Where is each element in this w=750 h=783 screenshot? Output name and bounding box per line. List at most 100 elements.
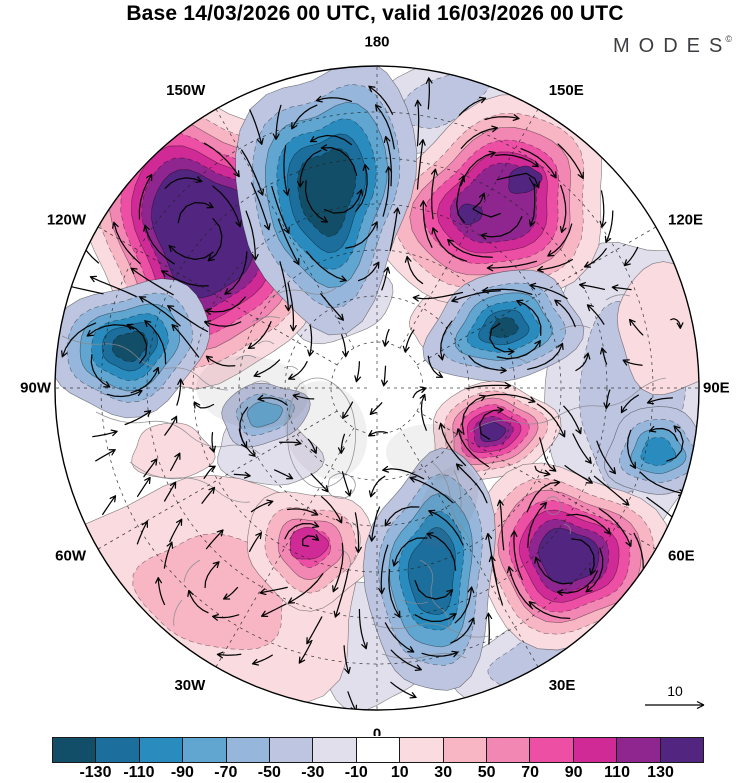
wind-arrow xyxy=(309,134,352,146)
colorbar-cell xyxy=(487,738,531,762)
coastline xyxy=(173,559,201,627)
wind-arrow xyxy=(247,321,272,350)
wind-arrow xyxy=(211,613,240,621)
lon-label-60E: 60E xyxy=(668,548,695,565)
wind-arrow xyxy=(402,329,415,353)
wind-arrow xyxy=(451,290,501,303)
wind-arrow xyxy=(233,471,251,479)
wind-arrow xyxy=(368,475,386,498)
wind-arrow xyxy=(341,334,350,358)
wind-arrow xyxy=(253,359,281,378)
wind-arrow xyxy=(167,305,209,333)
wind-arrow xyxy=(430,168,438,220)
wind-arrow xyxy=(666,425,684,462)
wind-arrow xyxy=(287,282,297,332)
wind-arrow xyxy=(345,221,378,249)
wind-arrow-layer xyxy=(55,77,686,710)
wind-arrow xyxy=(431,227,468,262)
wind-arrow xyxy=(458,96,487,116)
colorbar-cell xyxy=(53,738,97,762)
wind-arrow xyxy=(390,681,417,699)
wind-arrow xyxy=(187,589,209,614)
wind-arrow xyxy=(354,361,362,383)
wind-arrow xyxy=(604,210,614,243)
wind-arrow xyxy=(298,641,313,664)
wind-arrow xyxy=(245,210,259,261)
wind-arrow xyxy=(384,506,420,527)
wind-arrow xyxy=(455,463,488,504)
wind-arrow xyxy=(485,612,493,645)
lon-label-0: 0 xyxy=(373,726,381,737)
wind-arrow xyxy=(203,320,242,327)
wind-arrow xyxy=(168,245,214,261)
wind-arrow xyxy=(461,394,487,436)
colorbar-tick: -10 xyxy=(344,764,368,781)
wind-arrow xyxy=(216,651,242,659)
wind-arrow xyxy=(163,541,174,569)
wind-arrow xyxy=(564,464,593,484)
wind-arrow xyxy=(583,248,607,268)
lon-label-90E: 90E xyxy=(703,380,730,397)
wind-arrow xyxy=(342,401,354,420)
lon-label-120E: 120E xyxy=(668,212,703,229)
wind-arrow xyxy=(205,529,224,550)
wind-arrow xyxy=(539,437,557,472)
lon-label-180: 180 xyxy=(364,34,389,51)
colorbar-cell xyxy=(660,738,704,762)
wind-arrow xyxy=(611,284,632,292)
wind-arrow xyxy=(310,473,329,493)
wind-arrow xyxy=(171,324,200,358)
wind-arrow xyxy=(224,251,248,295)
anomaly-contour-uk-magenta-core xyxy=(289,526,330,560)
wind-arrow xyxy=(382,465,425,480)
wind-arrow xyxy=(528,177,536,227)
wind-arrow xyxy=(204,561,220,589)
wind-arrow xyxy=(139,296,181,327)
wind-arrow xyxy=(404,255,424,285)
wind-arrow xyxy=(368,85,394,115)
wind-arrow xyxy=(482,286,533,296)
wind-arrow xyxy=(585,547,604,593)
wind-arrow xyxy=(320,144,358,176)
wind-arrow xyxy=(286,508,319,516)
wind-arrow xyxy=(520,148,557,179)
colorbar-cell xyxy=(96,738,140,762)
wind-arrow xyxy=(205,355,236,367)
wind-arrow xyxy=(302,534,320,547)
wind-arrow xyxy=(287,572,324,604)
wind-arrow xyxy=(384,622,415,653)
wind-arrow xyxy=(536,403,566,438)
colorbar-tick: 70 xyxy=(521,764,540,781)
wind-arrow xyxy=(392,537,428,567)
wind-arrow xyxy=(516,299,542,336)
wind-arrow xyxy=(259,586,288,596)
wind-arrow xyxy=(203,465,216,480)
wind-arrow xyxy=(496,499,505,551)
wind-arrow xyxy=(646,397,674,405)
wind-arrow xyxy=(143,224,175,265)
map-interior xyxy=(55,66,699,710)
wind-arrow xyxy=(90,354,111,388)
colorbar-cell xyxy=(313,738,357,762)
wind-arrow xyxy=(251,654,273,666)
wind-arrow xyxy=(486,260,538,272)
wind-arrow xyxy=(164,176,203,189)
wind-arrow xyxy=(414,99,422,147)
colorbar-tick: -30 xyxy=(301,764,325,781)
wind-arrow xyxy=(283,145,290,196)
wind-arrow xyxy=(306,250,347,283)
colorbar-cell xyxy=(530,738,574,762)
wind-arrow xyxy=(248,532,263,552)
wind-arrow xyxy=(419,200,433,248)
colorbar xyxy=(52,737,704,763)
lon-label-150E: 150E xyxy=(549,82,584,99)
wind-arrow xyxy=(61,322,97,358)
colorbar-tick: -110 xyxy=(123,764,155,781)
wind-arrow xyxy=(337,433,346,454)
longitude-labels: 180 150E 120E 90E 60E 30E 0 30W 60W 90W 120W 150W xyxy=(20,34,730,737)
wind-arrow xyxy=(421,650,459,658)
land-layer xyxy=(61,287,667,659)
wind-arrow xyxy=(304,180,329,223)
wind-arrow xyxy=(428,509,464,546)
wind-arrow xyxy=(163,481,177,502)
